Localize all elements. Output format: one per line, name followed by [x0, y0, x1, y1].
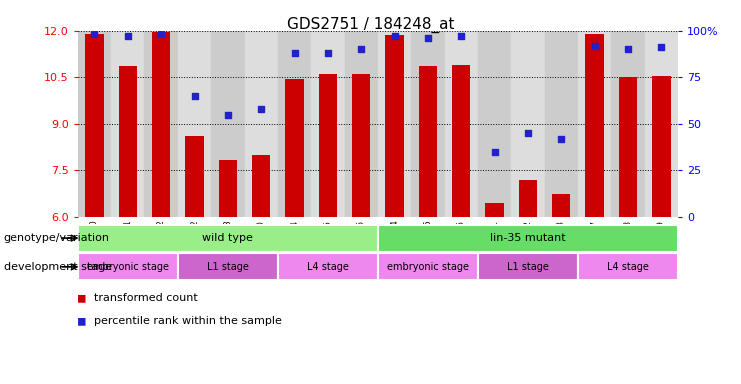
- Text: embryonic stage: embryonic stage: [387, 262, 469, 272]
- Point: [355, 46, 367, 53]
- Point: [455, 33, 467, 40]
- Bar: [419, 66, 437, 217]
- Bar: [485, 203, 504, 217]
- Text: embryonic stage: embryonic stage: [87, 262, 169, 272]
- Bar: [278, 31, 311, 217]
- Point: [655, 45, 667, 51]
- Text: L4 stage: L4 stage: [607, 262, 649, 272]
- Bar: [152, 32, 170, 217]
- Point: [622, 46, 634, 53]
- Bar: [252, 155, 270, 217]
- Point: [88, 31, 100, 38]
- Bar: [185, 136, 204, 217]
- Bar: [345, 31, 378, 217]
- Bar: [452, 65, 471, 217]
- Bar: [378, 225, 678, 252]
- Bar: [111, 31, 144, 217]
- Bar: [144, 31, 178, 217]
- Text: L1 stage: L1 stage: [507, 262, 549, 272]
- Text: genotype/variation: genotype/variation: [4, 233, 110, 243]
- Bar: [552, 194, 571, 217]
- Bar: [245, 31, 278, 217]
- Point: [222, 111, 234, 118]
- Point: [522, 130, 534, 136]
- Bar: [478, 253, 578, 280]
- Bar: [619, 77, 637, 217]
- Point: [122, 33, 133, 40]
- Bar: [578, 253, 678, 280]
- Text: development stage: development stage: [4, 262, 112, 272]
- Bar: [611, 31, 645, 217]
- Text: L1 stage: L1 stage: [207, 262, 249, 272]
- Bar: [378, 253, 478, 280]
- Text: lin-35 mutant: lin-35 mutant: [490, 233, 566, 243]
- Bar: [511, 31, 545, 217]
- Bar: [578, 31, 611, 217]
- Bar: [178, 253, 278, 280]
- Bar: [85, 34, 104, 217]
- Bar: [445, 31, 478, 217]
- Text: GDS2751 / 184248_at: GDS2751 / 184248_at: [287, 17, 454, 33]
- Point: [422, 35, 434, 41]
- Bar: [78, 31, 111, 217]
- Bar: [78, 253, 178, 280]
- Point: [388, 33, 400, 40]
- Bar: [645, 31, 678, 217]
- Point: [556, 136, 568, 142]
- Bar: [119, 66, 137, 217]
- Text: percentile rank within the sample: percentile rank within the sample: [94, 316, 282, 326]
- Point: [188, 93, 200, 99]
- Text: ■: ■: [78, 291, 93, 304]
- Text: ■: ■: [78, 314, 93, 327]
- Bar: [585, 34, 604, 217]
- Point: [289, 50, 301, 56]
- Bar: [652, 76, 671, 217]
- Point: [155, 31, 167, 38]
- Bar: [219, 159, 237, 217]
- Bar: [545, 31, 578, 217]
- Bar: [78, 225, 378, 252]
- Point: [322, 50, 333, 56]
- Bar: [352, 74, 370, 217]
- Bar: [285, 79, 304, 217]
- Bar: [385, 35, 404, 217]
- Text: transformed count: transformed count: [94, 293, 198, 303]
- Bar: [378, 31, 411, 217]
- Bar: [519, 180, 537, 217]
- Bar: [311, 31, 345, 217]
- Text: wild type: wild type: [202, 233, 253, 243]
- Text: L4 stage: L4 stage: [307, 262, 349, 272]
- Bar: [178, 31, 211, 217]
- Point: [255, 106, 267, 112]
- Point: [488, 149, 500, 155]
- Bar: [478, 31, 511, 217]
- Bar: [411, 31, 445, 217]
- Bar: [211, 31, 245, 217]
- Bar: [319, 74, 337, 217]
- Point: [588, 43, 600, 49]
- Bar: [278, 253, 378, 280]
